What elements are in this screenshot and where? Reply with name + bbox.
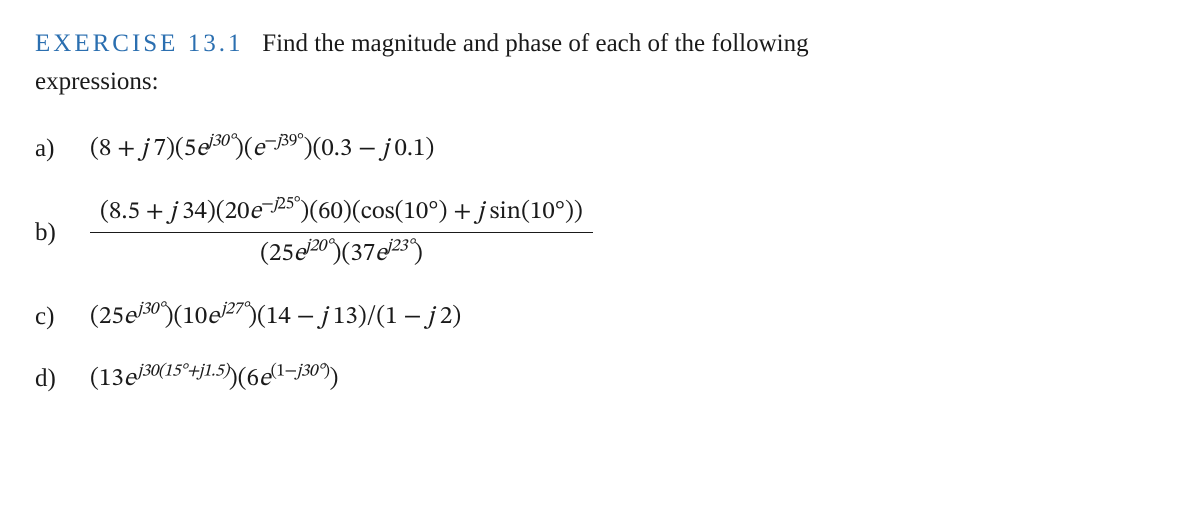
group-close: ) xyxy=(425,136,434,161)
e-symbol: e xyxy=(253,136,265,161)
item-label: d) xyxy=(35,360,90,398)
j-symbol: j xyxy=(141,136,153,161)
j-symbol: j xyxy=(382,136,394,161)
mag: 5 xyxy=(184,136,196,161)
im: 0.1 xyxy=(395,136,426,161)
denominator: (25ej20°)(37ej23°) xyxy=(90,233,593,273)
re: 0.3 xyxy=(321,136,352,161)
prompt-continuation: expressions: xyxy=(35,68,159,95)
item-c: c) (25e j30°)(10e j27°)(14 − j 13)/(1 − … xyxy=(35,298,1165,336)
re: 8 xyxy=(99,136,111,161)
item-label: b) xyxy=(35,214,90,252)
item-a: a) (8 + j 7)(5ej30°)(e−j39°)(0.3 − j 0.1… xyxy=(35,130,1165,168)
item-label: c) xyxy=(35,298,90,336)
item-d: d) (13e j30(15°+j1.5))(6e(1−j30°)) xyxy=(35,360,1165,398)
group-close: )( xyxy=(235,136,253,161)
expression-b: (8.5 + j 34)(20e−j25°)(60)(cos(10°) + j … xyxy=(90,193,593,273)
exercise-number: EXERCISE 13.1 xyxy=(35,30,243,57)
exp: −j39° xyxy=(264,134,303,151)
e-symbol: e xyxy=(196,136,208,161)
expression-a: (8 + j 7)(5ej30°)(e−j39°)(0.3 − j 0.1) xyxy=(90,130,434,168)
exercise-header: EXERCISE 13.1 Find the magnitude and pha… xyxy=(35,25,1165,100)
numerator: (8.5 + j 34)(20e−j25°)(60)(cos(10°) + j … xyxy=(90,193,593,234)
fraction: (8.5 + j 34)(20e−j25°)(60)(cos(10°) + j … xyxy=(90,193,593,273)
item-label: a) xyxy=(35,130,90,168)
group-close: )( xyxy=(166,136,184,161)
item-b: b) (8.5 + j 34)(20e−j25°)(60)(cos(10°) +… xyxy=(35,193,1165,273)
im: 7 xyxy=(154,136,166,161)
expression-d: (13e j30(15°+j1.5))(6e(1−j30°)) xyxy=(90,360,338,398)
prompt-text: Find the magnitude and phase of each of … xyxy=(262,30,808,57)
group-close: )( xyxy=(304,136,322,161)
group-open: ( xyxy=(90,136,99,161)
expression-c: (25e j30°)(10e j27°)(14 − j 13)/(1 − j 2… xyxy=(90,298,461,336)
exercise-items: a) (8 + j 7)(5ej30°)(e−j39°)(0.3 − j 0.1… xyxy=(35,130,1165,398)
exp: j30° xyxy=(208,134,235,151)
